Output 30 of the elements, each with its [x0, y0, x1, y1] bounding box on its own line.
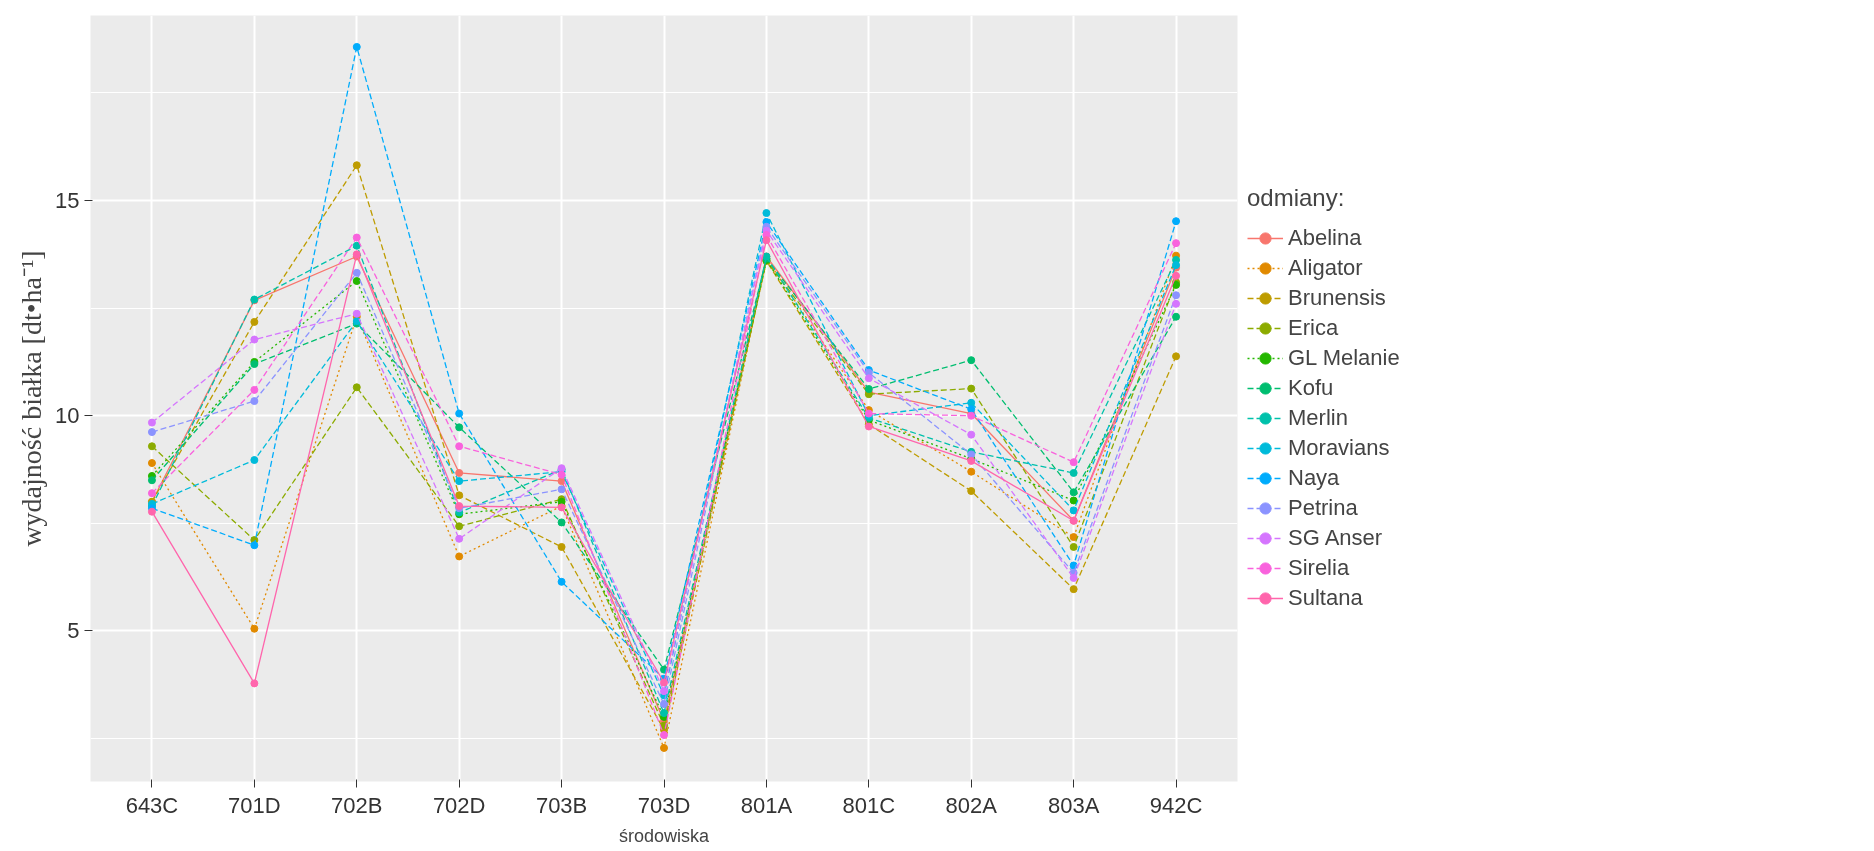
- legend-label: GL Melanie: [1288, 344, 1400, 372]
- y-tick-label: 15: [55, 188, 80, 214]
- x-tick-label: 701D: [228, 792, 281, 818]
- x-tick-label: 801A: [740, 792, 793, 818]
- legend-label: Sirelia: [1288, 554, 1350, 582]
- legend-label: Moravians: [1288, 434, 1390, 462]
- legend-label: SG Anser: [1288, 524, 1383, 552]
- legend-label: Naya: [1288, 464, 1340, 492]
- legend-label: Aligator: [1288, 254, 1363, 282]
- x-tick-label: 802A: [945, 792, 998, 818]
- x-tick-label: 801C: [842, 792, 896, 818]
- x-tick-label: 703D: [637, 792, 691, 818]
- legend-label: Erica: [1288, 314, 1339, 342]
- legend-label: Brunensis: [1288, 284, 1386, 312]
- legend-label: Abelina: [1288, 224, 1362, 252]
- x-axis-title: środowiska: [618, 825, 711, 846]
- x-tick-label: 643C: [125, 792, 179, 818]
- x-tick-label: 803A: [1047, 792, 1100, 818]
- legend-title: odmiany:: [1247, 184, 1346, 212]
- y-tick-label: 10: [55, 403, 80, 429]
- x-tick-label: 702D: [432, 792, 486, 818]
- y-tick-label: 5: [67, 618, 80, 644]
- x-tick-label: 703B: [535, 792, 588, 818]
- legend-label: Petrina: [1288, 494, 1358, 522]
- legend-label: Sultana: [1288, 584, 1363, 612]
- x-tick-label: 702B: [331, 792, 383, 818]
- y-axis-title: wydajność białka [dt•ha⁻¹]: [16, 250, 48, 547]
- legend-label: Merlin: [1288, 404, 1348, 432]
- x-tick-label: 942C: [1149, 792, 1203, 818]
- legend-label: Kofu: [1288, 374, 1334, 402]
